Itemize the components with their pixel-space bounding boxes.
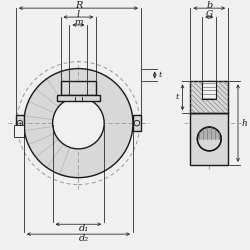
Text: b: b (206, 1, 212, 10)
Text: t: t (175, 93, 178, 101)
Circle shape (24, 68, 133, 178)
Bar (56, 95, 100, 101)
Circle shape (53, 97, 104, 149)
Wedge shape (197, 127, 221, 139)
Bar (190, 113, 228, 165)
Bar (14, 125, 24, 137)
Text: d₂: d₂ (79, 234, 90, 242)
Bar (202, 82, 216, 99)
Text: m: m (74, 18, 83, 26)
Bar (16, 115, 24, 131)
Text: d₁: d₁ (79, 224, 90, 233)
Text: l: l (77, 10, 80, 18)
Text: R: R (75, 1, 82, 10)
Bar (60, 82, 96, 95)
Text: t: t (159, 71, 162, 79)
Text: G: G (206, 10, 213, 18)
Bar (133, 115, 141, 131)
Text: h: h (242, 118, 248, 128)
Bar (190, 82, 228, 113)
